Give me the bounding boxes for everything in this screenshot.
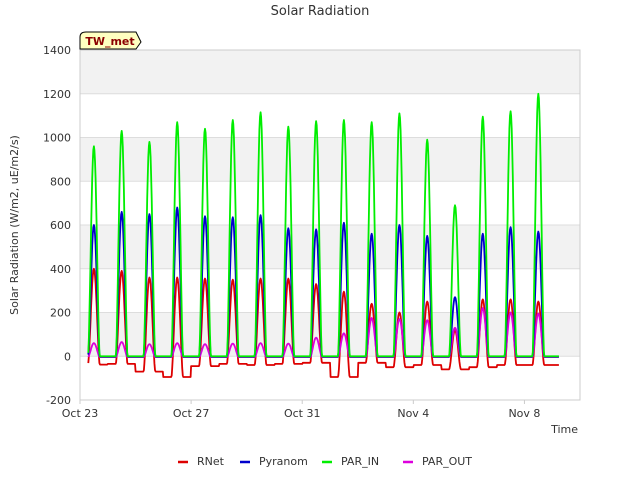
- x-tick-label: Oct 27: [173, 407, 210, 420]
- series-line-par-in: [87, 92, 560, 358]
- y-tick-label: -200: [46, 394, 71, 407]
- y-tick-label: 600: [50, 219, 71, 232]
- x-tick-labels: Oct 23 Oct 27 Oct 31 Nov 4 Nov 8: [62, 400, 540, 420]
- chart-title: Solar Radiation: [271, 4, 370, 19]
- y-tick-label: 0: [64, 350, 71, 363]
- legend-item-pyranom: Pyranom: [240, 455, 308, 468]
- legend-item-rnet: RNet: [178, 455, 225, 468]
- legend-item-par-in: PAR_IN: [322, 455, 379, 468]
- legend-label: RNet: [197, 455, 225, 468]
- x-tick-label: Oct 31: [284, 407, 321, 420]
- y-tick-label: 200: [50, 307, 71, 320]
- plot-band: [80, 137, 580, 182]
- badge-text: TW_met: [85, 35, 134, 48]
- plot-band: [80, 225, 580, 269]
- legend-label: PAR_IN: [341, 455, 379, 468]
- x-tick-label: Nov 4: [397, 407, 429, 420]
- y-tick-label: 1400: [43, 44, 71, 57]
- plot-band: [80, 181, 580, 225]
- y-tick-label: 800: [50, 175, 71, 188]
- plot-frame: [79, 49, 581, 401]
- y-tick-label: 400: [50, 263, 71, 276]
- plot-band: [80, 268, 580, 313]
- legend-label: PAR_OUT: [422, 455, 472, 468]
- y-axis-label: Solar Radiation (W/m2, uE/m2/s): [8, 135, 21, 315]
- badge-shape: [79, 31, 142, 50]
- x-axis-label: Time: [550, 423, 578, 436]
- x-tick-label: Nov 8: [508, 407, 540, 420]
- y-tick-labels: -200 0 200 400 600 800 1000 1200 1400: [43, 44, 71, 407]
- legend-label: Pyranom: [259, 455, 308, 468]
- plot-bands: [80, 50, 580, 400]
- plot-band: [80, 93, 580, 138]
- legend: RNet Pyranom PAR_IN PAR_OUT: [178, 455, 472, 468]
- x-tick-label: Oct 23: [62, 407, 99, 420]
- plot-band: [80, 312, 580, 357]
- station-badge: TW_met: [79, 31, 142, 50]
- y-tick-label: 1000: [43, 132, 71, 145]
- legend-item-par-out: PAR_OUT: [403, 455, 472, 468]
- plot-band: [80, 50, 580, 94]
- y-tick-label: 1200: [43, 88, 71, 101]
- series-layer: [87, 92, 560, 378]
